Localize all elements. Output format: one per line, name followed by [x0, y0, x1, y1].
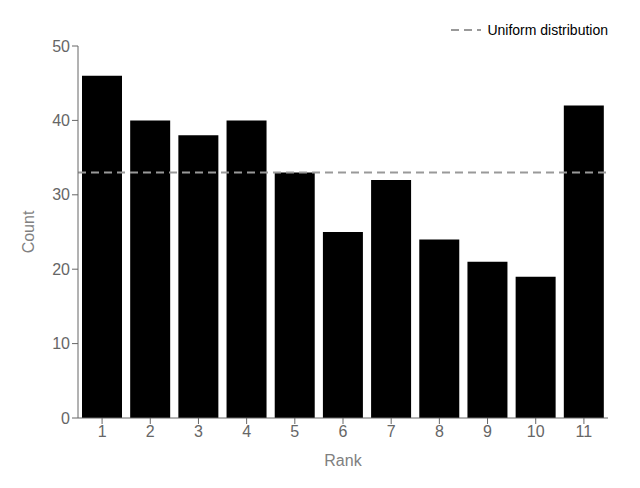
svg-text:10: 10 — [527, 423, 545, 440]
svg-text:40: 40 — [52, 112, 70, 129]
svg-text:2: 2 — [146, 423, 155, 440]
svg-text:0: 0 — [61, 410, 70, 427]
svg-text:5: 5 — [290, 423, 299, 440]
svg-text:30: 30 — [52, 186, 70, 203]
svg-text:11: 11 — [576, 423, 593, 440]
svg-text:7: 7 — [387, 423, 396, 440]
svg-text:8: 8 — [435, 423, 444, 440]
html-text:Uniform distribution: Uniform distribution — [487, 22, 608, 38]
svg-text:10: 10 — [52, 335, 70, 352]
svg-text:50: 50 — [52, 38, 70, 55]
svg-text:Count: Count — [20, 210, 37, 253]
svg-text:3: 3 — [194, 423, 203, 440]
svg-text:1: 1 — [98, 423, 107, 440]
svg-text:9: 9 — [483, 423, 492, 440]
svg-text:Rank: Rank — [324, 452, 362, 469]
svg-text:20: 20 — [52, 261, 70, 278]
svg-text:6: 6 — [339, 423, 348, 440]
svg-text:4: 4 — [242, 423, 251, 440]
